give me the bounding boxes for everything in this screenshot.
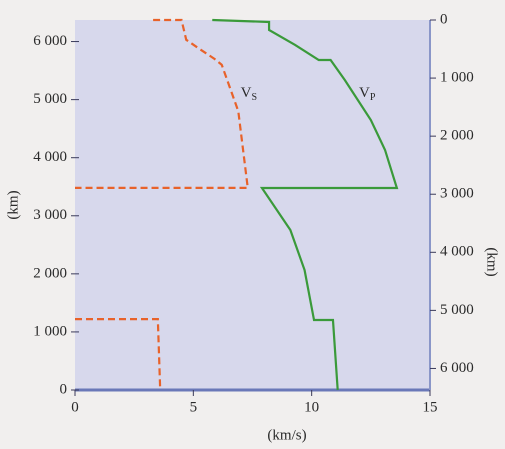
x-tick-label: 15	[423, 399, 438, 415]
annotation-text: V	[241, 85, 252, 101]
y2-tick-label: 3 000	[440, 186, 474, 202]
annotation: VS	[241, 85, 257, 103]
velocity-line	[212, 18, 399, 391]
y2-tick-label: 5 000	[440, 302, 474, 318]
annotation-subscript: P	[370, 92, 376, 103]
y-tick-label: 3 000	[33, 207, 67, 223]
velocity-line	[75, 318, 162, 391]
y-tick-label: 0	[60, 381, 68, 397]
y2-tick-label: 4 000	[440, 244, 474, 260]
y2-axis-label: (km)	[484, 247, 500, 276]
y2-tick-label: 6 000	[440, 360, 474, 376]
x-axis-label: (km/s)	[267, 427, 306, 443]
y-tick-label: 5 000	[33, 91, 67, 107]
y-axis-label: (km)	[5, 190, 21, 219]
y2-tick-label: 1 000	[440, 70, 474, 86]
y2-tick-label: 2 000	[440, 128, 474, 144]
y-tick-label: 1 000	[33, 323, 67, 339]
x-tick-label: 0	[71, 399, 79, 415]
y-tick-label: 6 000	[33, 33, 67, 49]
annotation-text: V	[359, 85, 370, 101]
annotation: VP	[359, 85, 376, 103]
annotation-subscript: S	[252, 92, 258, 103]
y2-tick-label: 0	[440, 11, 448, 27]
plot-area	[75, 20, 430, 390]
x-tick-label: 5	[190, 399, 198, 415]
x-tick-label: 10	[304, 399, 319, 415]
y-tick-label: 2 000	[33, 265, 67, 281]
y-tick-label: 4 000	[33, 149, 67, 165]
velocity-line	[75, 18, 250, 189]
